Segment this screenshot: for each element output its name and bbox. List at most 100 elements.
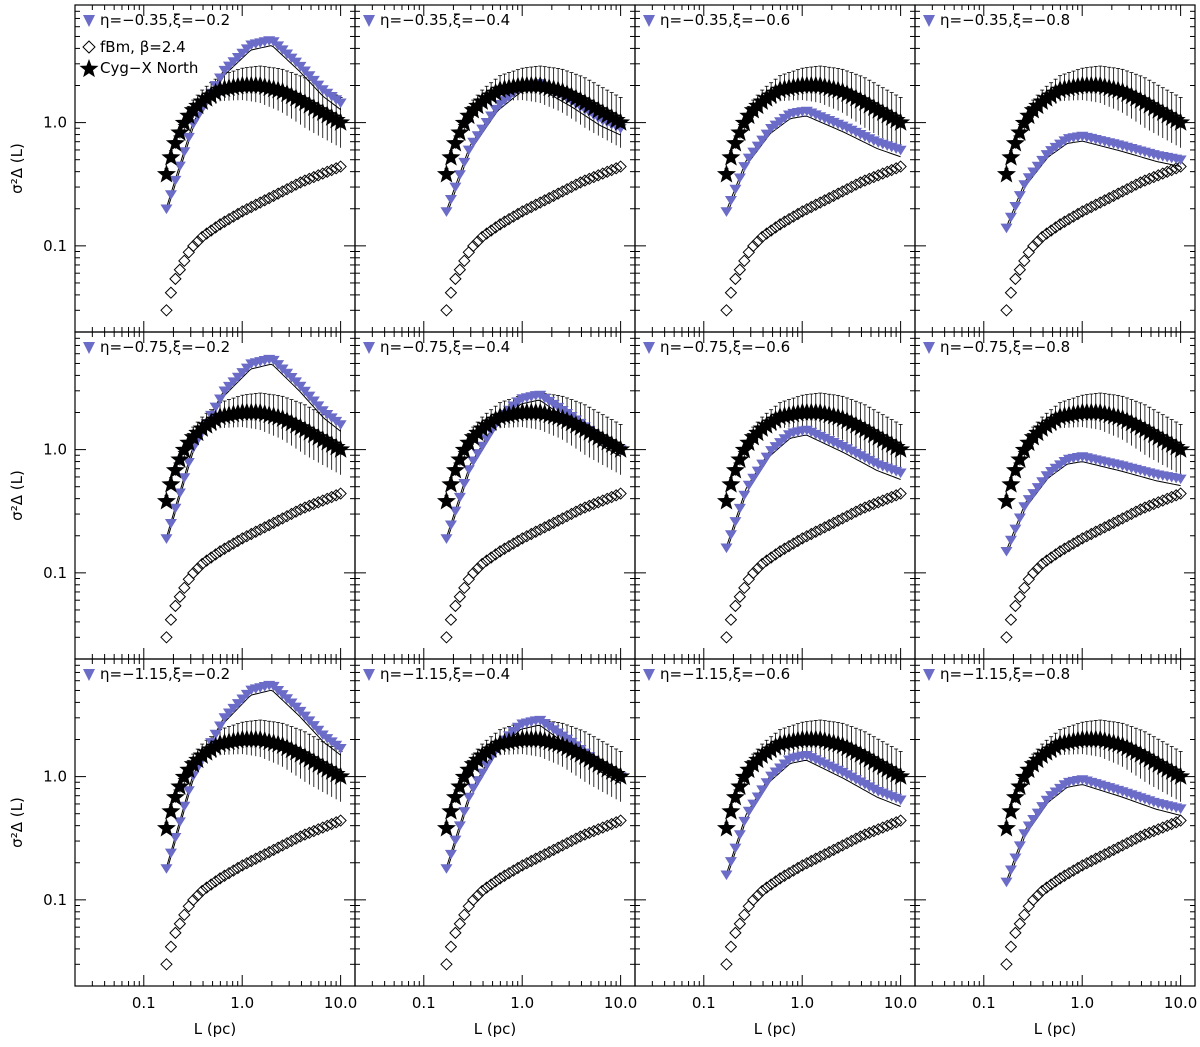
cyg-point — [864, 424, 884, 443]
fbm-point — [1111, 514, 1125, 527]
fbm-point — [1125, 834, 1138, 848]
cyg-point — [716, 491, 736, 510]
model-point — [894, 468, 907, 479]
fbm-point — [231, 207, 245, 221]
model-point — [160, 204, 173, 215]
cyg-point — [570, 417, 590, 436]
cyg-point — [477, 742, 497, 761]
model-series — [160, 36, 347, 215]
model-point — [1018, 829, 1031, 839]
fbm-point — [894, 814, 907, 827]
fbm-point — [889, 816, 903, 829]
cyg-point — [481, 85, 501, 104]
cyg-point — [170, 776, 190, 795]
x-axis-label: L (pc) — [474, 1020, 517, 1038]
fbm-point — [601, 492, 614, 506]
model-point — [480, 118, 493, 128]
fbm-point — [160, 958, 173, 971]
fbm-point — [760, 554, 773, 567]
legend-diamond-icon — [82, 40, 96, 54]
fbm-point — [285, 507, 298, 521]
fbm-point — [805, 200, 818, 214]
model-point — [440, 534, 453, 544]
model-point — [178, 473, 191, 483]
cyg-point — [472, 745, 492, 764]
cyg-point — [308, 754, 328, 773]
fbm-point — [724, 613, 738, 626]
cyg-point — [891, 112, 911, 131]
fbm-point — [560, 836, 574, 850]
cyg-point — [886, 764, 906, 783]
model-point — [449, 182, 462, 193]
fbm-point — [534, 523, 547, 536]
fbm-point — [1116, 185, 1129, 198]
fbm-point — [173, 917, 187, 930]
panel-legend: η=−0.35,ξ=−0.6 — [643, 11, 790, 29]
fbm-point — [262, 518, 276, 532]
cyg-point — [477, 415, 497, 434]
fbm-point — [1031, 562, 1044, 575]
plot-area — [436, 390, 631, 644]
fbm-point — [222, 212, 236, 226]
fbm-point — [453, 917, 467, 930]
fbm-series — [720, 160, 907, 317]
fbm-point — [858, 501, 872, 514]
fbm-point — [467, 893, 480, 907]
cyg-point — [757, 415, 777, 434]
panel-frame — [74, 658, 356, 987]
fbm-point — [822, 191, 836, 205]
cyg-point — [725, 460, 745, 479]
cyg-point — [477, 88, 497, 107]
fbm-point — [276, 185, 289, 198]
fbm-point — [542, 845, 556, 859]
fbm-point — [1129, 832, 1143, 845]
fbm-point — [511, 207, 525, 221]
fbm-point — [791, 534, 805, 548]
fbm-point — [1085, 854, 1098, 868]
panel-frame — [354, 331, 636, 660]
fbm-point — [222, 866, 236, 880]
fbm-point — [1161, 492, 1174, 506]
cyg-point — [1148, 100, 1168, 119]
model-curve — [725, 759, 901, 879]
fbm-point — [849, 178, 863, 191]
model-point — [182, 132, 195, 143]
model-series — [720, 106, 907, 217]
fbm-point — [276, 839, 289, 852]
fbm-point — [240, 856, 254, 870]
model-point — [742, 153, 755, 164]
fbm-point — [1174, 160, 1187, 173]
cyg-point — [1162, 761, 1182, 780]
ticks — [354, 4, 635, 333]
fbm-point — [764, 878, 778, 891]
cyg-point — [721, 147, 741, 166]
cyg-point — [1041, 85, 1061, 104]
model-point — [485, 111, 498, 122]
cyg-point — [757, 88, 777, 107]
panel-r0-c1: η=−0.35,ξ=−0.4 — [354, 4, 636, 333]
cyg-point — [588, 754, 608, 773]
fbm-point — [1156, 167, 1169, 180]
fbm-point — [809, 198, 822, 211]
fbm-point — [271, 841, 285, 854]
cyg-point — [886, 110, 906, 129]
fbm-point — [769, 875, 782, 888]
model-point — [1009, 524, 1022, 535]
cyg-point — [761, 739, 781, 758]
cyg-point — [1144, 424, 1164, 443]
legend-triangle-icon — [643, 342, 655, 354]
fbm-point — [592, 496, 605, 509]
model-point — [1036, 802, 1049, 812]
fbm-point — [191, 889, 204, 902]
fbm-point — [236, 859, 249, 872]
fbm-point — [782, 212, 796, 226]
fbm-point — [1107, 843, 1120, 857]
fbm-point — [1169, 489, 1183, 502]
fbm-point — [453, 590, 467, 603]
fbm-point — [321, 165, 334, 179]
fbm-point — [245, 200, 258, 214]
model-point — [1000, 223, 1013, 234]
fbm-point — [1156, 494, 1169, 507]
fbm-point — [227, 537, 240, 550]
fbm-point — [325, 490, 338, 504]
